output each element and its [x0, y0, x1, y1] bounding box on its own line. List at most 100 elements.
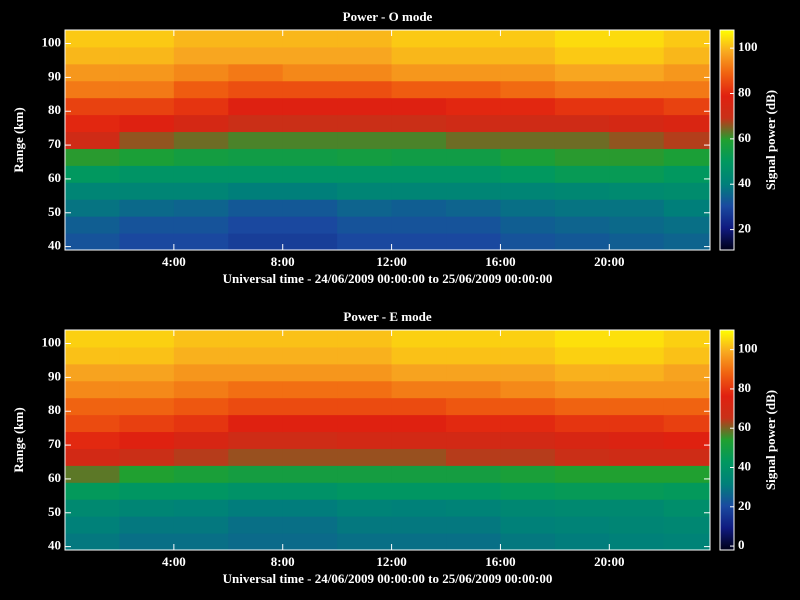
heatmap-cell [65, 80, 120, 99]
heatmap-cell [500, 516, 556, 534]
heatmap-cell [119, 380, 175, 399]
colorbar-label: Signal power (dB) [763, 390, 778, 490]
heatmap-cell [65, 216, 120, 234]
heatmap-cell [119, 148, 175, 166]
heatmap-cell [554, 148, 610, 166]
plot-frame [64, 329, 711, 551]
heatmap-cell [500, 346, 556, 365]
heatmap-cell [663, 431, 710, 449]
heatmap-cell [663, 233, 710, 250]
heatmap-cell [228, 114, 284, 133]
heatmap-cell [609, 448, 665, 466]
colorbar-tick-label: 100 [738, 341, 758, 356]
x-tick-label: 16:00 [485, 254, 515, 269]
heatmap-cell [663, 182, 710, 200]
heatmap-cell [337, 114, 393, 133]
heatmap-cell [282, 431, 338, 449]
heatmap-cell [446, 233, 501, 250]
heatmap-cell [282, 380, 338, 399]
heatmap-cell [554, 533, 610, 550]
heatmap-cell [609, 516, 665, 534]
heatmap-cell [119, 516, 175, 534]
heatmap-cell [65, 199, 120, 217]
y-tick-label: 90 [48, 68, 61, 83]
heatmap-cell [337, 165, 393, 183]
heatmap-cell [337, 46, 393, 65]
heatmap-cell [500, 330, 556, 348]
heatmap-cell [663, 131, 710, 149]
heatmap-cell [282, 346, 338, 365]
colorbar-label: Signal power (dB) [763, 90, 778, 190]
heatmap-cell [446, 63, 501, 82]
heatmap-cell [282, 216, 338, 234]
heatmap-cell [282, 199, 338, 217]
heatmap-cell [65, 330, 120, 348]
colorbar-tick-label: 100 [738, 39, 758, 54]
heatmap-cell [554, 97, 610, 116]
heatmap-cell [554, 482, 610, 500]
heatmap-cell [446, 363, 501, 382]
heatmap-cell [446, 448, 501, 466]
heatmap-cell [228, 199, 284, 217]
heatmap-cell [391, 482, 447, 500]
heatmap-cell [228, 397, 284, 416]
heatmap-cell [65, 363, 120, 382]
heatmap-cell [500, 380, 556, 399]
heatmap-cell [119, 397, 175, 416]
heatmap-cell [65, 516, 120, 534]
heatmap-cell [391, 516, 447, 534]
heatmap-cell [337, 80, 393, 99]
y-tick-label: 50 [48, 204, 61, 219]
heatmap-cell [119, 46, 175, 65]
heatmap-cell [663, 414, 710, 433]
heatmap-cell [119, 165, 175, 183]
heatmap-cell [282, 533, 338, 550]
heatmap-cell [500, 46, 556, 65]
heatmap-cell [282, 516, 338, 534]
heatmap-cell [554, 131, 610, 149]
heatmap-cell [391, 330, 447, 348]
heatmap-cell [554, 330, 610, 348]
heatmap-cell [554, 63, 610, 82]
y-tick-label: 80 [48, 102, 61, 117]
y-tick-label: 90 [48, 368, 61, 383]
heatmap-cell [119, 465, 175, 483]
y-tick-label: 100 [42, 335, 62, 350]
heatmap-cell [228, 363, 284, 382]
x-tick-label: 8:00 [271, 254, 295, 269]
heatmap-cell [554, 516, 610, 534]
y-tick-label: 40 [48, 238, 61, 253]
heatmap-cell [663, 199, 710, 217]
heatmap-cell [65, 97, 120, 116]
heatmap-cell [228, 46, 284, 65]
colorbar [719, 29, 735, 251]
heatmap-cell [446, 431, 501, 449]
heatmap-cell [119, 533, 175, 550]
heatmap-cell [446, 165, 501, 183]
heatmap-cell [228, 97, 284, 116]
heatmap-cell [663, 330, 710, 348]
heatmap-cell [119, 482, 175, 500]
x-axis-label: Universal time - 24/06/2009 00:00:00 to … [223, 271, 553, 286]
heatmap-cell [228, 414, 284, 433]
heatmap-cell [391, 131, 447, 149]
heatmap-cell [446, 346, 501, 365]
heatmap-cell [173, 165, 229, 183]
heatmap-cell [228, 182, 284, 200]
heatmap-cell [282, 148, 338, 166]
heatmap-cell [337, 30, 393, 48]
heatmap-cell [173, 131, 229, 149]
heatmap-cell [119, 97, 175, 116]
heatmap-cell [663, 63, 710, 82]
heatmap-cell [554, 431, 610, 449]
heatmap-cell [65, 397, 120, 416]
heatmap-cell [663, 148, 710, 166]
heatmap-cell [173, 80, 229, 99]
y-axis-label: Range (km) [11, 407, 26, 472]
heatmap-cell [173, 46, 229, 65]
heatmap-cell [119, 114, 175, 133]
heatmap-cell [500, 114, 556, 133]
heatmap-cell [391, 431, 447, 449]
heatmap-cell [173, 346, 229, 365]
heatmap-cell [228, 330, 284, 348]
